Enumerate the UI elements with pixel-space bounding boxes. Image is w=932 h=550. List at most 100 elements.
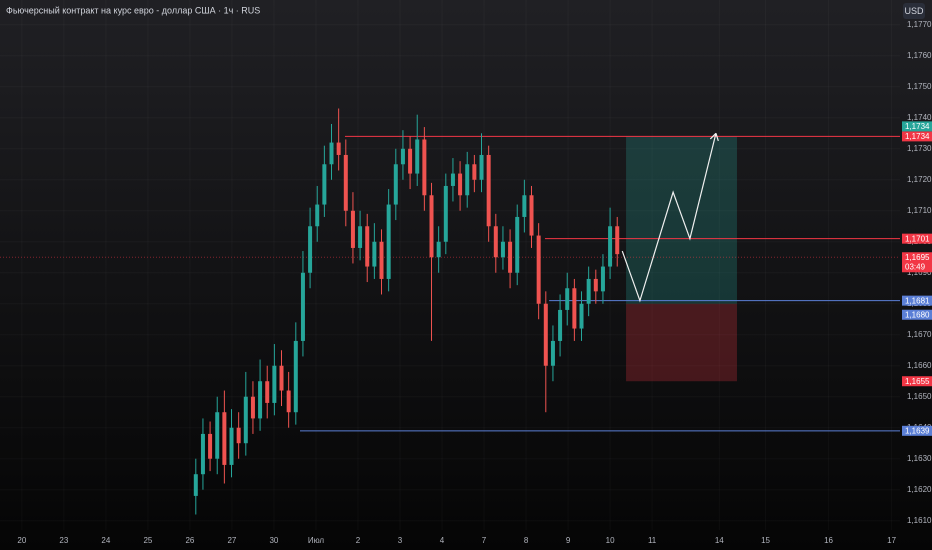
candle-body xyxy=(608,226,613,267)
candle-body xyxy=(522,195,527,217)
candle-body xyxy=(200,433,205,475)
y-tick-label: 1,1610 xyxy=(907,516,932,525)
y-tick-label: 1,1690 xyxy=(907,268,932,277)
y-tick-label: 1,1760 xyxy=(907,51,932,60)
candle-body xyxy=(400,148,405,165)
y-tick-label: 1,1720 xyxy=(907,175,932,184)
candle-body xyxy=(222,412,227,465)
currency-button[interactable]: USD xyxy=(904,6,924,16)
candle-body xyxy=(422,139,427,196)
candle-body xyxy=(615,226,620,255)
x-tick-label: 16 xyxy=(824,536,833,545)
y-tick-label: 1,1740 xyxy=(907,113,932,122)
candle-body xyxy=(286,390,291,413)
candle-body xyxy=(508,241,513,273)
target-label-bg xyxy=(902,121,932,132)
candle-body xyxy=(415,139,420,174)
candle-body xyxy=(272,365,277,403)
x-tick-label: 17 xyxy=(887,536,896,545)
candle-body xyxy=(365,226,370,267)
price-axis-bg xyxy=(900,22,932,532)
candle-body xyxy=(450,173,455,186)
x-tick-label: 9 xyxy=(566,536,571,545)
y-tick-label: 1,1770 xyxy=(907,20,932,29)
x-tick-label: 10 xyxy=(606,536,615,545)
candle-body xyxy=(372,241,377,267)
candle-body xyxy=(215,412,220,459)
x-tick-label: 20 xyxy=(17,536,26,545)
y-tick-label: 1,1650 xyxy=(907,392,932,401)
x-tick-label: 30 xyxy=(269,536,278,545)
projection-path xyxy=(621,133,717,303)
candle-body xyxy=(322,164,327,205)
x-tick-label: 15 xyxy=(761,536,770,545)
x-tick-label: 25 xyxy=(143,536,152,545)
stop-label-bg xyxy=(902,376,932,387)
candle-body xyxy=(350,210,355,248)
x-tick-label: 14 xyxy=(715,536,724,545)
currency-button-bg[interactable] xyxy=(903,3,925,19)
level-label: 1,1701 xyxy=(905,234,930,243)
candle-body xyxy=(543,303,548,366)
candle-body xyxy=(379,241,384,279)
candle-body xyxy=(236,427,241,444)
entry-label-bg xyxy=(902,309,932,320)
candle-body xyxy=(600,266,605,292)
arrow-head xyxy=(715,133,719,142)
x-tick-label: 11 xyxy=(648,536,657,545)
candle-body xyxy=(579,303,584,329)
x-tick-label: 24 xyxy=(101,536,110,545)
candle-body xyxy=(329,142,334,165)
last-price-label: 1,1695 xyxy=(905,253,930,262)
y-tick-label: 1,1750 xyxy=(907,82,932,91)
level-label: 1,1734 xyxy=(905,132,930,141)
candle-body xyxy=(243,396,248,444)
candle-body xyxy=(486,154,491,227)
x-tick-label: 4 xyxy=(440,536,445,545)
level-label-bg xyxy=(902,233,932,244)
y-tick-label: 1,1710 xyxy=(907,206,932,215)
level-label: 1,1639 xyxy=(905,426,930,435)
candle-body xyxy=(586,278,591,304)
candle-body xyxy=(308,226,313,273)
entry-label: 1,1680 xyxy=(905,310,930,319)
candle-body xyxy=(572,288,577,329)
level-label-bg xyxy=(902,425,932,436)
countdown: 03:49 xyxy=(905,262,926,271)
candle-body xyxy=(250,396,255,419)
candle-body xyxy=(436,241,441,258)
chart-title: Фьючерсный контракт на курс евро - долла… xyxy=(6,5,260,15)
candle-body xyxy=(493,226,498,258)
candle-body xyxy=(408,148,413,174)
last-price-bg xyxy=(902,252,932,273)
arrow-head xyxy=(709,132,717,140)
candle-body xyxy=(443,185,448,242)
y-tick-label: 1,1620 xyxy=(907,485,932,494)
candle-body xyxy=(265,381,270,403)
candle-body xyxy=(565,288,570,310)
level-label-bg xyxy=(902,131,932,142)
candle-body xyxy=(429,195,434,258)
candle-body xyxy=(208,433,213,459)
candle-body xyxy=(386,204,391,279)
y-tick-label: 1,1660 xyxy=(907,361,932,370)
x-tick-label: 8 xyxy=(524,536,529,545)
x-tick-label: 3 xyxy=(398,536,403,545)
candle-body xyxy=(458,173,463,196)
candle-body xyxy=(315,204,320,227)
candle-body xyxy=(550,340,555,366)
candle-body xyxy=(529,195,534,236)
candle-body xyxy=(472,164,477,180)
x-tick-label: 2 xyxy=(356,536,361,545)
candle-body xyxy=(558,309,563,341)
x-tick-label: 23 xyxy=(59,536,68,545)
stop-label: 1,1655 xyxy=(905,377,930,386)
x-tick-label: 7 xyxy=(482,536,487,545)
y-tick-label: 1,1670 xyxy=(907,330,932,339)
x-tick-label: 26 xyxy=(185,536,194,545)
level-label: 1,1681 xyxy=(905,296,930,305)
x-tick-label: Июл xyxy=(308,536,325,545)
